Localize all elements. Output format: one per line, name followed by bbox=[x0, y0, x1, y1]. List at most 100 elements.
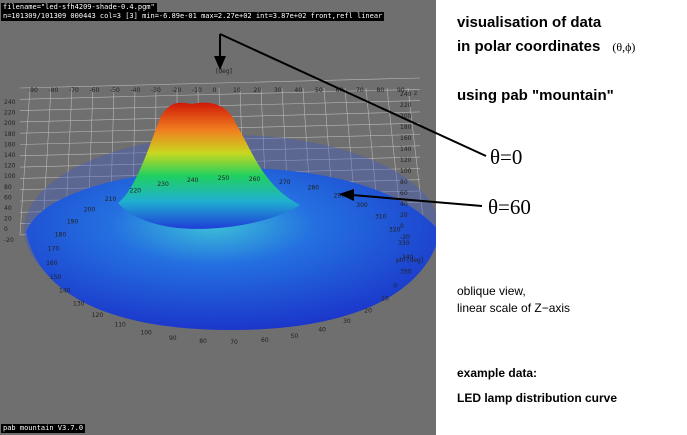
tick-label: -20 bbox=[400, 234, 410, 241]
tick-label: 60 bbox=[261, 337, 269, 344]
tick-label: -50 bbox=[110, 87, 120, 94]
tick-label: 40 bbox=[318, 327, 326, 334]
example-value: LED lamp distribution curve bbox=[457, 391, 618, 405]
title-line-1: visualisation of data bbox=[457, 14, 602, 31]
tick-label: 340 bbox=[402, 254, 414, 261]
top-axis-unit: [deg] bbox=[216, 68, 232, 75]
tick-label: 40 bbox=[295, 87, 303, 94]
tick-label: 140 bbox=[400, 146, 412, 153]
tick-label: 100 bbox=[400, 168, 412, 175]
top-axis-ticks: -90 -80 -70 -60 -50 -40 -30 -20 -10 0 10 20 30 40 50 60… bbox=[28, 87, 405, 94]
tick-label: 240 bbox=[400, 91, 412, 98]
tick-label: 250 bbox=[218, 175, 230, 182]
tick-label: 20 bbox=[400, 212, 408, 219]
title-line-2-wrap: in polar coordinates (θ,ϕ) bbox=[457, 38, 635, 55]
title-line-2: in polar coordinates bbox=[457, 38, 601, 55]
tick-label: 100 bbox=[4, 173, 16, 180]
tick-label: 60 bbox=[4, 194, 12, 201]
tick-label: 20 bbox=[364, 307, 372, 314]
tick-label: 140 bbox=[4, 152, 16, 159]
tick-label: 40 bbox=[400, 201, 408, 208]
tick-label: 160 bbox=[46, 260, 58, 267]
tick-label: -20 bbox=[4, 237, 14, 244]
tick-label: 170 bbox=[48, 246, 60, 253]
tick-label: 80 bbox=[400, 179, 408, 186]
view-note-line-1: oblique view, bbox=[457, 284, 526, 298]
tick-label: -20 bbox=[172, 87, 182, 94]
tick-label: 50 bbox=[315, 87, 323, 94]
tick-label: 0 bbox=[400, 223, 404, 230]
tick-label: 240 bbox=[4, 99, 16, 106]
tick-label: 50 bbox=[291, 333, 299, 340]
tick-label: 40 bbox=[4, 205, 12, 212]
tick-label: 180 bbox=[55, 232, 67, 239]
tick-label: 70 bbox=[356, 87, 364, 94]
theta0-label: θ=0 bbox=[490, 145, 523, 169]
tick-label: 330 bbox=[398, 240, 410, 247]
tick-label: 270 bbox=[279, 179, 291, 186]
tick-label: 110 bbox=[114, 322, 126, 329]
tick-label: 220 bbox=[130, 187, 142, 194]
theta60-label: θ=60 bbox=[488, 195, 531, 219]
tick-label: 190 bbox=[67, 219, 79, 226]
tick-label: 120 bbox=[4, 163, 16, 170]
coords-label: (θ,ϕ) bbox=[612, 40, 636, 54]
tick-label: 70 bbox=[230, 339, 238, 346]
tick-label: 0 bbox=[213, 87, 217, 94]
tick-label: 120 bbox=[400, 157, 412, 164]
plot-canvas[interactable]: 0102030405060708090100110120130140150160… bbox=[0, 0, 436, 435]
tick-label: 300 bbox=[356, 202, 368, 209]
tick-label: 120 bbox=[92, 312, 104, 319]
tick-label: 200 bbox=[84, 207, 96, 214]
tick-label: -90 bbox=[28, 87, 38, 94]
tick-label: 200 bbox=[4, 120, 16, 127]
tick-label: 30 bbox=[343, 318, 351, 325]
tick-label: 60 bbox=[400, 190, 408, 197]
tick-label: 20 bbox=[254, 87, 262, 94]
tick-label: -30 bbox=[151, 87, 161, 94]
tick-label: 20 bbox=[4, 216, 12, 223]
tick-label: 260 bbox=[249, 176, 261, 183]
phi-axis-unit: phi [deg] bbox=[396, 257, 423, 264]
tick-label: -60 bbox=[90, 87, 100, 94]
tick-label: 100 bbox=[140, 329, 152, 336]
view-note-line-2: linear scale of Z−axis bbox=[457, 301, 571, 315]
grid-line bbox=[19, 87, 31, 236]
right-axis-unit: z bbox=[414, 90, 417, 97]
tick-label: 350 bbox=[400, 268, 412, 275]
tick-label: -70 bbox=[69, 87, 79, 94]
tick-label: 10 bbox=[381, 295, 389, 302]
tick-label: 220 bbox=[4, 110, 16, 117]
tick-label: 80 bbox=[4, 184, 12, 191]
tick-label: 140 bbox=[59, 288, 71, 295]
tick-label: 10 bbox=[233, 87, 241, 94]
tick-label: 180 bbox=[400, 124, 412, 131]
tick-label: 0 bbox=[393, 282, 397, 289]
tick-label: 80 bbox=[199, 338, 207, 345]
tick-label: 130 bbox=[73, 300, 85, 307]
tick-label: -80 bbox=[49, 87, 59, 94]
tick-label: 160 bbox=[400, 135, 412, 142]
tick-label: 90 bbox=[169, 335, 177, 342]
plot-viewport[interactable]: 0 10 20 30 40 50 60 70 80 90 100 110 120 130 140 150 160… bbox=[0, 0, 436, 435]
tick-label: -40 bbox=[131, 87, 141, 94]
tick-label: 150 bbox=[50, 274, 62, 281]
tick-label: 60 bbox=[336, 87, 344, 94]
tick-label: 220 bbox=[400, 102, 412, 109]
tick-label: 160 bbox=[4, 141, 16, 148]
tick-label: 240 bbox=[187, 177, 199, 184]
tick-label: -10 bbox=[192, 87, 202, 94]
tick-label: 290 bbox=[334, 192, 346, 199]
status-filename: filename="led-sfh4209-shade-0.4.pgm" bbox=[1, 3, 157, 12]
tick-label: 310 bbox=[375, 214, 387, 221]
surface-peak bbox=[118, 102, 300, 229]
version-label: pab mountain V3.7.0 bbox=[1, 424, 86, 433]
tick-label: 320 bbox=[389, 226, 401, 233]
tick-label: 230 bbox=[157, 181, 169, 188]
tick-label: 80 bbox=[377, 87, 385, 94]
subtitle: using pab "mountain" bbox=[457, 87, 614, 104]
tick-label: 210 bbox=[105, 196, 117, 203]
tick-label: 30 bbox=[274, 87, 282, 94]
tick-label: 200 bbox=[400, 113, 412, 120]
